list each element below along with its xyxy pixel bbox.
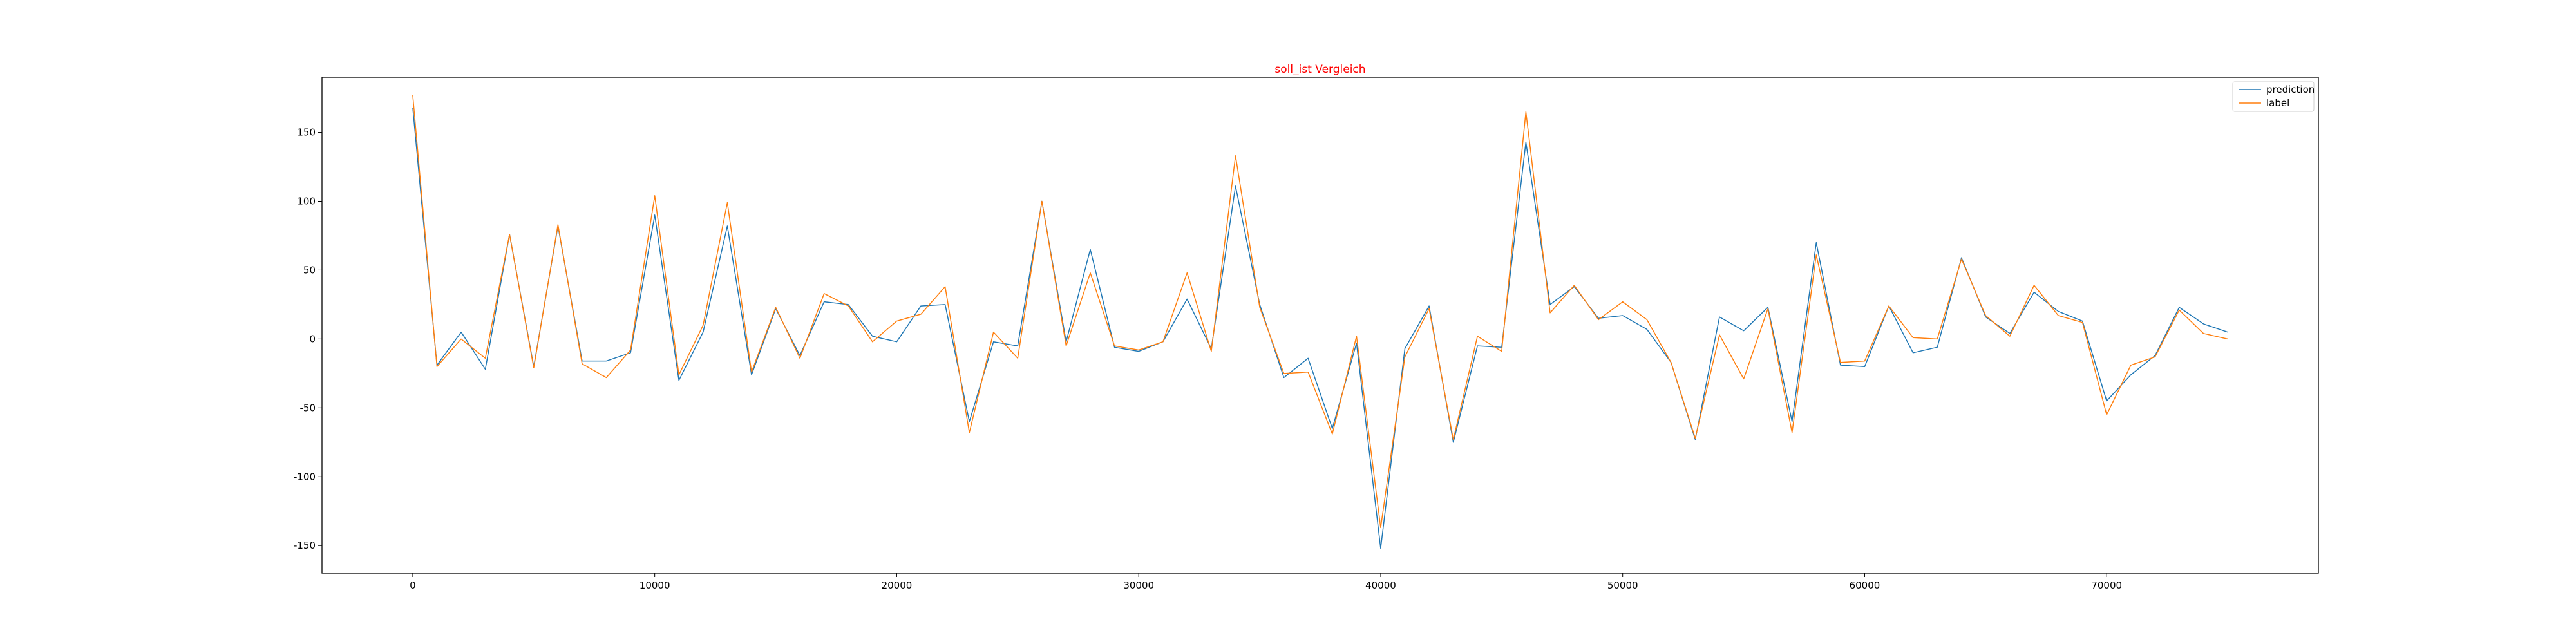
y-tick-label: 0 <box>309 333 316 345</box>
chart-title: soll_ist Vergleich <box>1274 63 1365 76</box>
plot-frame <box>321 77 2319 574</box>
x-tick-label: 60000 <box>1850 580 1880 591</box>
x-tick-label: 50000 <box>1607 580 1638 591</box>
x-tick-label: 0 <box>410 580 416 591</box>
y-tick-label: -100 <box>294 471 316 482</box>
y-tick-label: -150 <box>294 540 316 551</box>
x-tick-label: 70000 <box>2091 580 2122 591</box>
x-tick-label: 40000 <box>1365 580 1396 591</box>
legend-label-label: label <box>2266 97 2289 109</box>
series-line-prediction <box>412 108 2228 549</box>
legend: prediction label <box>2232 81 2315 112</box>
x-tick-label: 20000 <box>882 580 913 591</box>
y-tick-label: 50 <box>303 264 316 276</box>
y-tick-label: -50 <box>300 402 316 413</box>
series-layer <box>412 95 2228 549</box>
y-axis: -150 -100 -50 0 50 100 150 <box>294 127 322 551</box>
x-tick-label: 10000 <box>639 580 670 591</box>
legend-label-prediction: prediction <box>2266 84 2315 95</box>
y-tick-label: 150 <box>297 127 316 138</box>
x-tick-label: 30000 <box>1123 580 1154 591</box>
series-line-label <box>412 95 2228 529</box>
x-axis: 0 10000 20000 30000 40000 50000 60000 70000 <box>410 573 2122 591</box>
y-tick-label: 100 <box>297 196 316 207</box>
